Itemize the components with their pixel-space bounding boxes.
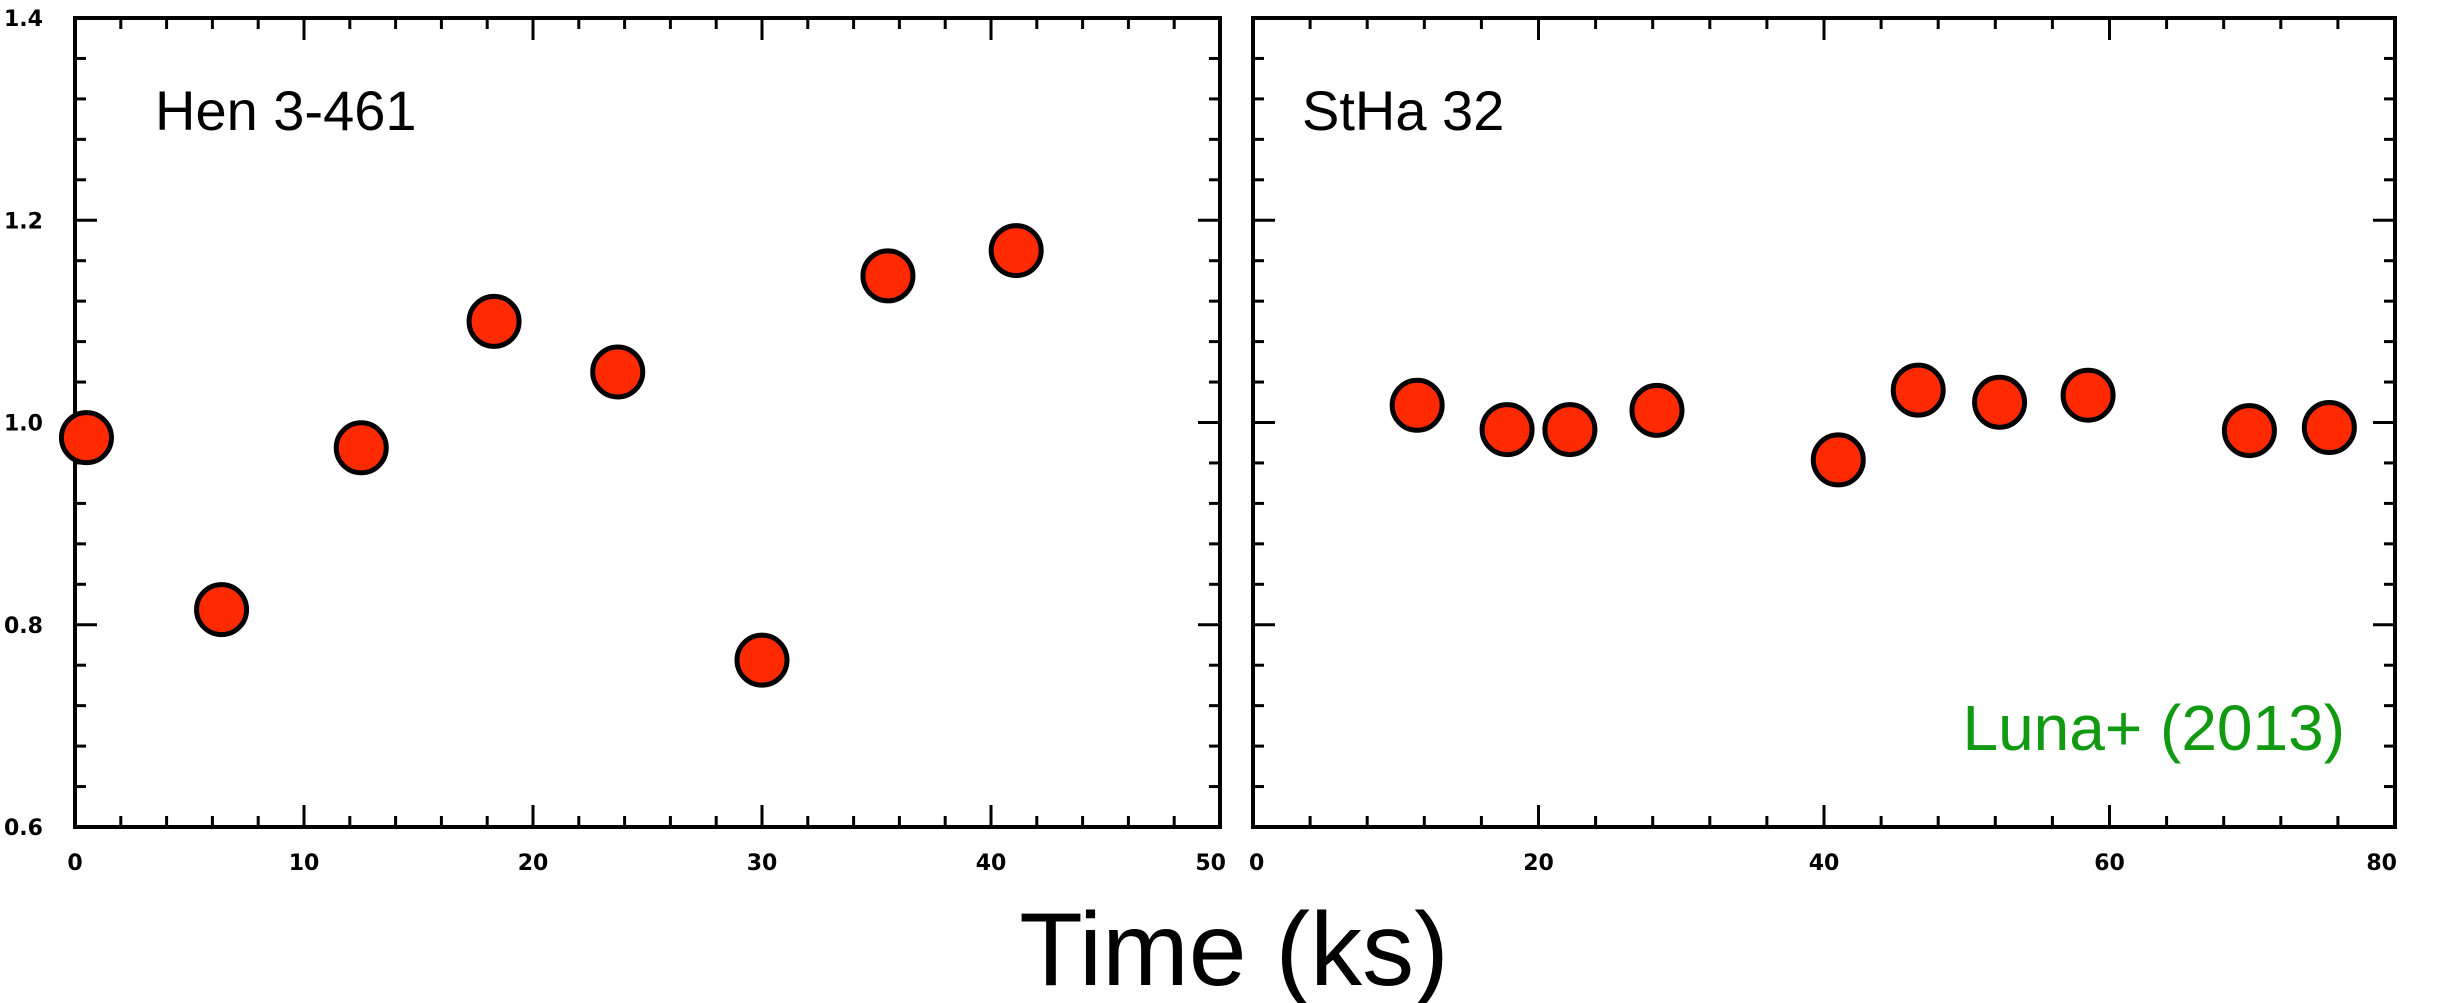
citation-annotation: Luna+ (2013) <box>1962 692 2345 764</box>
data-point <box>1890 362 1946 418</box>
data-point <box>1389 377 1445 433</box>
y-tick-label: 1.2 <box>4 209 43 234</box>
data-point <box>466 293 522 349</box>
data-points-left <box>58 223 1044 688</box>
x-tick-label: 80 <box>2366 851 2397 876</box>
x-tick-label: 40 <box>1809 851 1840 876</box>
tick-marks-right <box>1251 16 2397 829</box>
panel-label-left: Hen 3-461 <box>155 79 417 142</box>
data-point <box>988 223 1044 279</box>
x-tick-label: 10 <box>289 851 320 876</box>
data-point <box>860 248 916 304</box>
data-point <box>590 344 646 400</box>
data-point <box>194 582 250 638</box>
data-points-right <box>1389 362 2357 488</box>
y-tick-labels: 0.6 0.8 1.0 1.2 1.4 <box>4 7 43 841</box>
y-tick-label: 0.6 <box>4 816 43 841</box>
data-point <box>333 420 389 476</box>
data-point <box>1479 402 1535 458</box>
data-point <box>734 632 790 688</box>
data-point <box>1542 402 1598 458</box>
y-tick-label: 1.0 <box>4 412 43 437</box>
x-tick-label: 0 <box>67 851 82 876</box>
x-tick-label: 40 <box>976 851 1007 876</box>
x-tick-labels: 0 10 20 30 40 50 0 20 40 60 80 <box>67 851 2397 876</box>
y-tick-label: 1.4 <box>4 7 43 32</box>
data-point <box>1810 432 1866 488</box>
tick-marks-left <box>73 16 1222 829</box>
x-tick-label: 20 <box>518 851 549 876</box>
x-axis-title: Time (ks) <box>1019 892 1448 1003</box>
data-point <box>2060 367 2116 423</box>
data-point <box>1972 374 2028 430</box>
data-point <box>1629 382 1685 438</box>
x-tick-label: 20 <box>1523 851 1554 876</box>
data-point <box>2221 403 2277 459</box>
x-tick-label: 60 <box>2094 851 2125 876</box>
x-tick-label: 0 <box>1249 851 1264 876</box>
panel-label-right: StHa 32 <box>1302 79 1504 142</box>
y-tick-label: 0.8 <box>4 614 43 639</box>
x-tick-label: 50 <box>1195 851 1226 876</box>
panel-stha-32: StHa 32 Luna+ (2013) <box>1251 16 2397 829</box>
data-point <box>2301 400 2357 456</box>
data-point <box>58 410 114 466</box>
panel-hen-3-461: Hen 3-461 <box>58 16 1222 829</box>
x-tick-label: 30 <box>747 851 778 876</box>
